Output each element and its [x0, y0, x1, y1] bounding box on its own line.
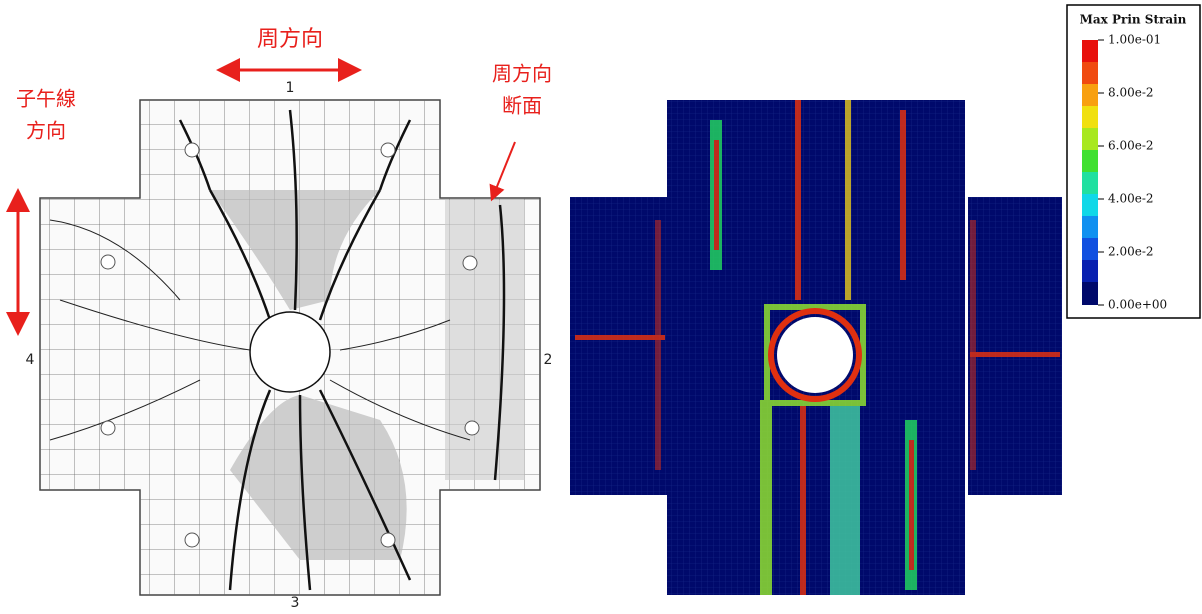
legend: Max Prin Strain [1067, 5, 1200, 318]
side-number: 2 [544, 352, 553, 368]
legend-tick-label: 6.00e-2 [1108, 139, 1154, 153]
section-label: 周方向 [492, 62, 552, 86]
crack-drawing [40, 100, 540, 595]
strain-contour [570, 100, 1062, 595]
meridian-label: 子午線 [16, 87, 76, 111]
figure: 1 2 3 4 周方向 子午線 方向 周方向 断面 Max Prin Strai… [0, 0, 1202, 610]
section-label: 断面 [502, 94, 542, 118]
arrow [494, 142, 515, 194]
legend-title: Max Prin Strain [1080, 13, 1187, 27]
circumferential-label: 周方向 [257, 27, 323, 52]
legend-tick-label: 1.00e-01 [1108, 33, 1161, 47]
legend-tick-label: 8.00e-2 [1108, 86, 1154, 100]
legend-tick-label: 2.00e-2 [1108, 245, 1154, 259]
legend-tick-label: 4.00e-2 [1108, 192, 1154, 206]
legend-tick-label: 0.00e+00 [1108, 298, 1167, 312]
side-number: 1 [286, 80, 295, 96]
side-number: 4 [26, 352, 35, 368]
meridian-label: 方向 [26, 119, 66, 143]
side-number: 3 [291, 595, 300, 610]
